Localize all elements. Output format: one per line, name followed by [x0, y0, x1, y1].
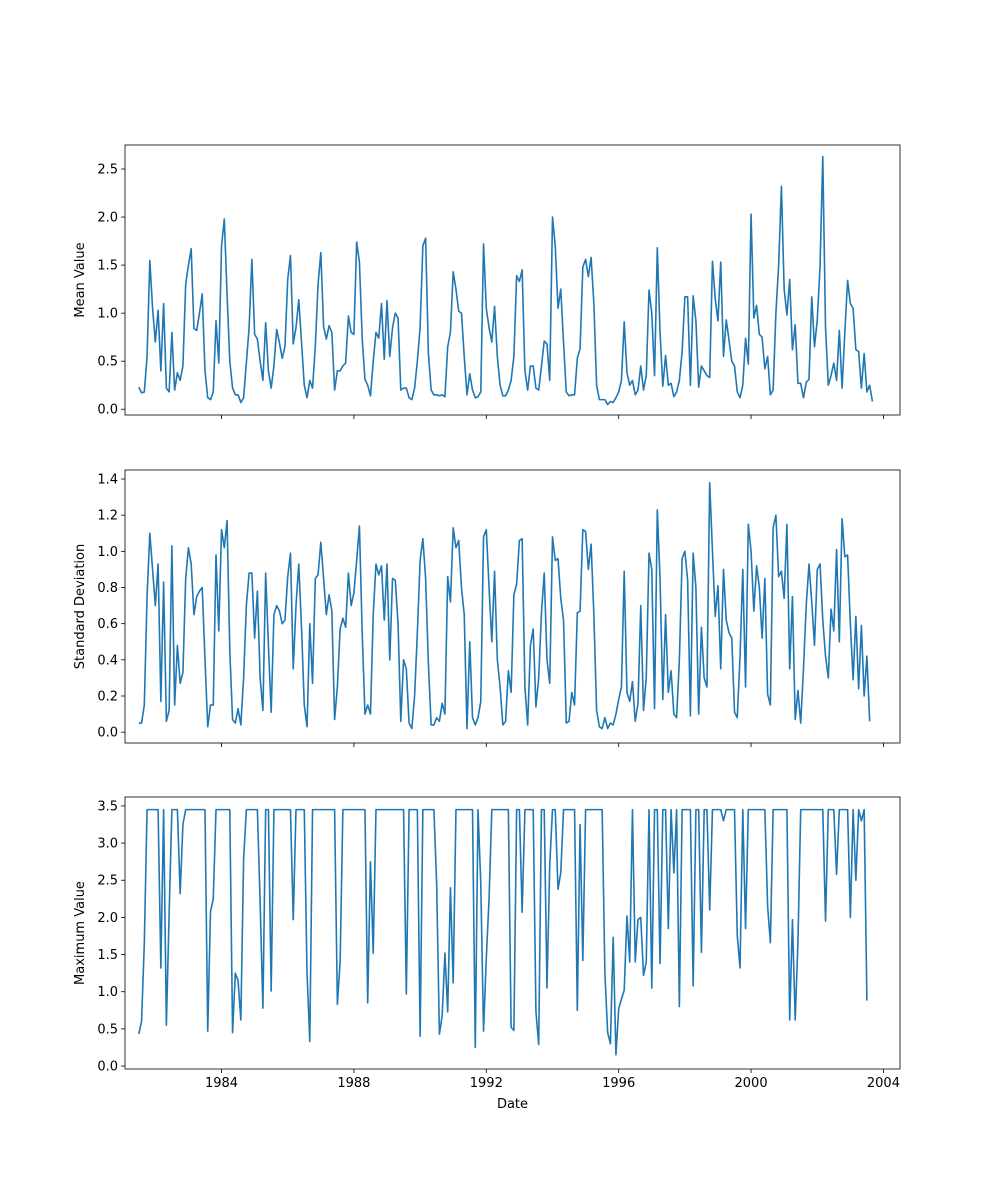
y-tick-label: 0.0 [97, 1060, 118, 1075]
y-tick-label: 1.5 [97, 948, 118, 963]
y-tick-label: 0.0 [97, 726, 118, 741]
panel-2: 0.0 0.2 0.4 0.6 0.8 1.0 1.2 1.4 Standard Deviati… [73, 469, 901, 747]
x-tick-label: 2004 [867, 1076, 900, 1091]
y-tick-label: 0.0 [97, 403, 118, 418]
y-tick-label: 0.4 [97, 653, 118, 668]
data-line [138, 808, 868, 1056]
x-tick-label: 1988 [337, 1076, 370, 1091]
data-line [138, 155, 874, 406]
y-tick-label: 0.2 [97, 689, 118, 704]
y-axis-label: Maximum Value [73, 881, 88, 985]
x-tick-label: 1984 [205, 1076, 238, 1091]
axes-frame [124, 469, 901, 744]
y-tick-label: 1.0 [97, 307, 118, 322]
y-tick-label: 1.4 [97, 473, 118, 488]
y-tick-label: 1.0 [97, 985, 118, 1000]
y-axis-label: Mean Value [73, 242, 88, 317]
y-axis-label: Standard Deviation [73, 544, 88, 669]
y-tick-label: 1.0 [97, 545, 118, 560]
y-tick-label: 2.5 [97, 163, 118, 178]
panel-3: 0.0 0.5 1.0 1.5 2.0 2.5 3.0 3.5 1984 1988 1992 1996… [73, 796, 901, 1112]
y-tick-label: 1.2 [97, 509, 118, 524]
x-tick-label: 1992 [470, 1076, 503, 1091]
y-tick-label: 0.5 [97, 355, 118, 370]
y-tick-label: 2.0 [97, 911, 118, 926]
y-tick-label: 0.5 [97, 1022, 118, 1037]
y-tick-label: 1.5 [97, 259, 118, 274]
y-tick-label: 2.0 [97, 211, 118, 226]
y-tick-label: 0.6 [97, 617, 118, 632]
y-tick-label: 0.8 [97, 581, 118, 596]
x-tick-label: 1996 [602, 1076, 635, 1091]
x-axis-label: Date [497, 1097, 528, 1112]
panel-1: 0.0 0.5 1.0 1.5 2.0 2.5 Mean Value [73, 144, 901, 419]
axes-frame [124, 144, 901, 416]
axes-frame [124, 796, 901, 1070]
y-tick-label: 3.0 [97, 837, 118, 852]
y-tick-label: 2.5 [97, 874, 118, 889]
data-line [138, 481, 871, 730]
y-tick-label: 3.5 [97, 799, 118, 814]
x-tick-label: 2000 [735, 1076, 768, 1091]
